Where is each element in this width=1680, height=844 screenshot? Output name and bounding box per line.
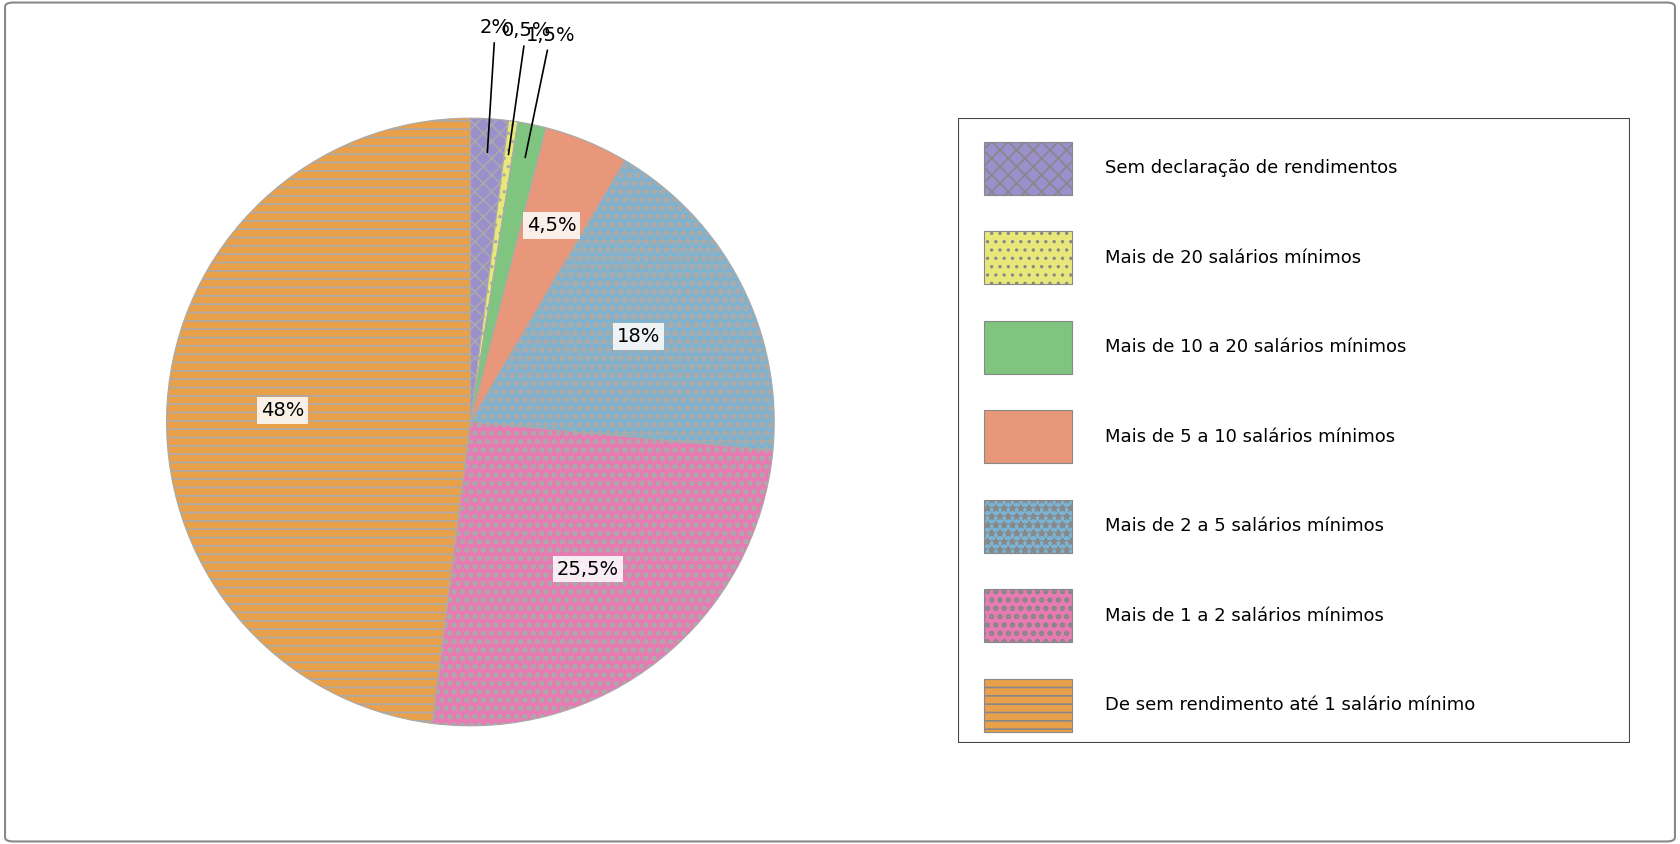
Text: Sem declaração de rendimentos: Sem declaração de rendimentos: [1105, 160, 1398, 177]
Text: 1,5%: 1,5%: [526, 25, 575, 158]
Wedge shape: [470, 160, 774, 451]
Text: Mais de 5 a 10 salários mínimos: Mais de 5 a 10 salários mínimos: [1105, 428, 1396, 446]
Text: 18%: 18%: [617, 327, 660, 346]
Wedge shape: [470, 118, 509, 422]
Wedge shape: [470, 122, 546, 422]
Text: Mais de 2 a 5 salários mínimos: Mais de 2 a 5 salários mínimos: [1105, 517, 1384, 535]
FancyBboxPatch shape: [984, 500, 1072, 553]
Text: 4,5%: 4,5%: [528, 216, 576, 235]
Text: Mais de 20 salários mínimos: Mais de 20 salários mínimos: [1105, 249, 1361, 267]
FancyBboxPatch shape: [984, 679, 1072, 732]
FancyBboxPatch shape: [984, 410, 1072, 463]
Text: De sem rendimento até 1 salário mínimo: De sem rendimento até 1 salário mínimo: [1105, 696, 1475, 714]
FancyBboxPatch shape: [984, 589, 1072, 642]
FancyBboxPatch shape: [984, 231, 1072, 284]
Wedge shape: [470, 121, 517, 422]
Text: Mais de 1 a 2 salários mínimos: Mais de 1 a 2 salários mínimos: [1105, 607, 1384, 625]
Text: 48%: 48%: [260, 401, 304, 419]
Wedge shape: [166, 118, 470, 723]
Text: 25,5%: 25,5%: [558, 560, 620, 578]
Wedge shape: [432, 422, 773, 726]
FancyBboxPatch shape: [984, 321, 1072, 374]
FancyBboxPatch shape: [984, 142, 1072, 195]
Text: Mais de 10 a 20 salários mínimos: Mais de 10 a 20 salários mínimos: [1105, 338, 1406, 356]
Text: 0,5%: 0,5%: [501, 21, 551, 154]
Text: 2%: 2%: [480, 19, 511, 153]
Wedge shape: [470, 127, 625, 422]
